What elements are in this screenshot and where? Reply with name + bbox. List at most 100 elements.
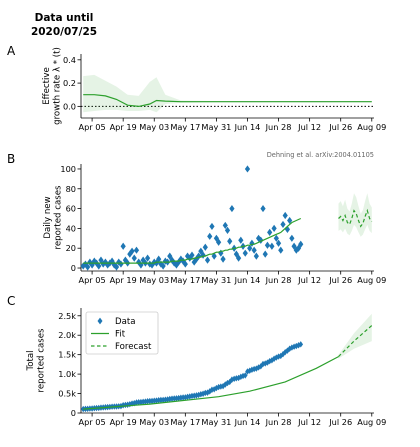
data-point xyxy=(278,246,284,254)
y-axis-label-line: reported cases xyxy=(54,185,64,249)
x-tick-label: Aug 09 xyxy=(357,275,386,285)
data-point xyxy=(260,204,266,213)
y-tick-label: 60 xyxy=(66,204,76,214)
data-point xyxy=(118,260,124,268)
x-tick-label: Jun 14 xyxy=(234,122,261,132)
y-tick-label: 0.2 xyxy=(63,78,76,88)
data-point xyxy=(258,363,264,370)
legend-entry: Forecast xyxy=(115,342,152,352)
data-point xyxy=(191,392,197,399)
data-point xyxy=(282,211,288,220)
data-point xyxy=(273,234,279,242)
data-point xyxy=(229,204,235,213)
data-point xyxy=(131,254,137,262)
data-point xyxy=(262,250,268,258)
fit-line xyxy=(83,94,372,108)
data-point xyxy=(153,259,160,267)
y-axis-label-line: Total xyxy=(26,350,36,371)
x-tick-label: Jun 14 xyxy=(234,417,261,427)
data-point xyxy=(244,165,251,173)
y-tick-label: 0 xyxy=(71,408,76,418)
y-tick-label: 100 xyxy=(60,164,76,174)
data-point xyxy=(240,372,246,380)
data-point xyxy=(80,262,86,270)
x-tick-label: Jun 28 xyxy=(265,417,292,427)
x-tick-label: Jun 28 xyxy=(265,122,292,132)
x-tick-label: May 03 xyxy=(139,275,169,285)
x-tick-label: May 31 xyxy=(201,417,231,427)
data-point xyxy=(160,262,166,270)
x-tick-label: Apr 19 xyxy=(110,275,137,285)
data-point xyxy=(227,237,233,245)
data-point xyxy=(113,263,120,271)
forecast-line xyxy=(338,325,373,358)
x-tick-label: Jul 12 xyxy=(297,122,321,132)
y-tick-label: 2.0k xyxy=(58,330,76,340)
data-point xyxy=(191,258,197,266)
data-point xyxy=(178,394,184,401)
x-tick-label: May 03 xyxy=(139,417,169,427)
y-tick-label: 0.4 xyxy=(63,55,76,65)
y-tick-label: 2.5k xyxy=(58,311,76,321)
data-point xyxy=(184,252,191,260)
data-point xyxy=(202,243,208,251)
x-tick-label: Jul 26 xyxy=(328,275,352,285)
data-point xyxy=(255,234,262,242)
legend-entry: Data xyxy=(115,317,136,327)
x-tick-label: May 03 xyxy=(139,122,169,132)
forecast-credible-band xyxy=(338,313,372,359)
fit-credible-band xyxy=(83,74,372,113)
x-tick-label: Jul 12 xyxy=(297,417,321,427)
x-tick-label: Apr 05 xyxy=(79,417,106,427)
data-point xyxy=(178,255,184,263)
data-point xyxy=(209,222,215,231)
x-tick-label: Apr 19 xyxy=(110,417,137,427)
citation: Dehning et al. arXiv:2004.01105 xyxy=(267,151,374,159)
x-tick-label: May 31 xyxy=(201,122,231,132)
data-point xyxy=(216,238,222,246)
data-point xyxy=(251,246,257,254)
y-tick-label: 40 xyxy=(66,223,76,233)
y-tick-label: 1.0k xyxy=(58,369,76,379)
forecast-line xyxy=(338,208,373,228)
legend-marker-data xyxy=(97,317,103,325)
data-point xyxy=(111,261,117,269)
data-point xyxy=(200,390,206,397)
data-point xyxy=(167,395,173,403)
data-point xyxy=(269,242,275,250)
x-tick-label: Aug 09 xyxy=(357,122,386,132)
data-point xyxy=(180,394,186,401)
data-point xyxy=(264,241,271,249)
y-axis-label-line: reported cases xyxy=(37,328,47,392)
data-point xyxy=(185,393,190,401)
y-tick-label: 0.0 xyxy=(63,101,76,111)
data-point xyxy=(280,220,286,229)
data-point xyxy=(189,392,195,400)
data-point xyxy=(271,224,277,232)
data-point xyxy=(144,254,151,262)
panel-label: A xyxy=(7,44,16,58)
y-tick-label: 20 xyxy=(66,243,76,253)
data-point xyxy=(207,232,213,240)
data-point xyxy=(171,259,177,267)
data-point xyxy=(196,252,202,260)
data-point xyxy=(133,246,140,254)
data-point xyxy=(98,256,104,264)
y-axis-label: Effectivegrowth rate λ * (t) xyxy=(42,47,63,125)
data-point xyxy=(122,256,128,264)
data-point xyxy=(256,364,261,371)
data-point xyxy=(235,254,242,262)
fit-line xyxy=(83,217,302,264)
data-point xyxy=(287,216,293,225)
data-point xyxy=(140,256,146,264)
x-tick-label: Apr 05 xyxy=(79,275,106,285)
data-point xyxy=(238,236,244,244)
panel-a: A Effectivegrowth rate λ * (t) Apr 05 Apr 1… xyxy=(7,44,386,132)
y-axis-label-line: growth rate λ * (t) xyxy=(53,47,63,125)
figure-title-line-2: 2020/07/25 xyxy=(31,26,97,38)
data-point xyxy=(238,373,244,381)
data-point xyxy=(204,256,211,264)
